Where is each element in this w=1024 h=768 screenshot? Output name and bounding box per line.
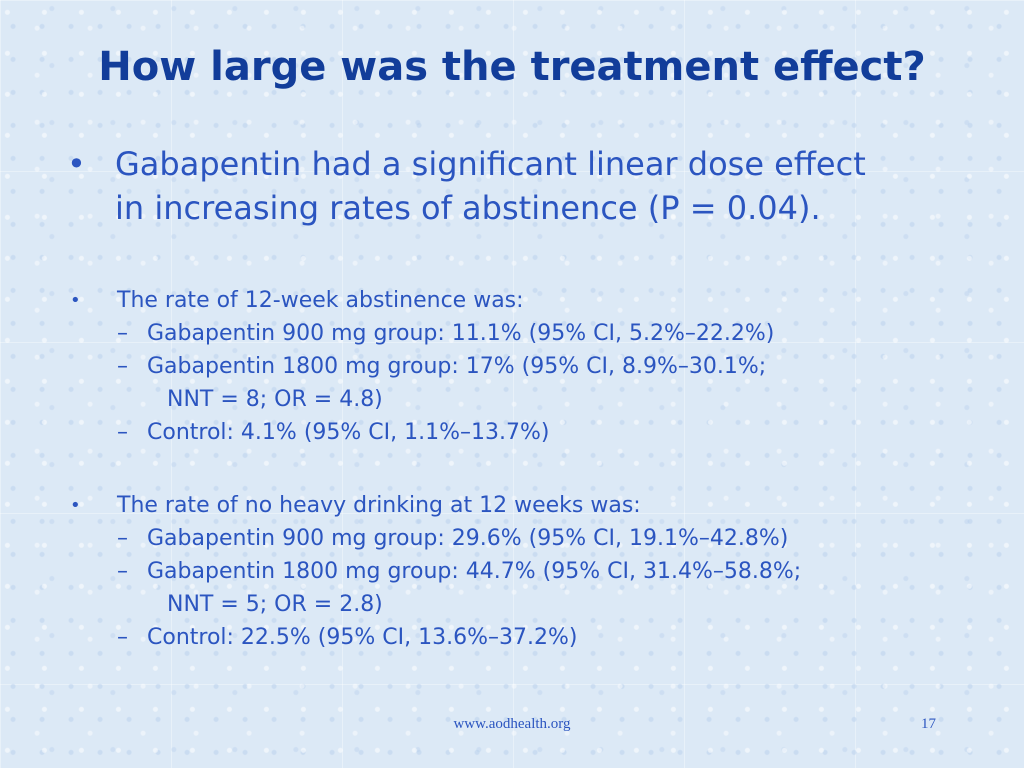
dash-icon: –	[117, 321, 128, 346]
dash-icon: –	[117, 559, 128, 584]
list-item: – Control: 22.5% (95% CI, 13.6%–37.2%)	[117, 621, 947, 654]
abstinence-item-1800mg-continued: NNT = 8; OR = 4.8)	[167, 387, 383, 412]
no-heavy-item-control: Control: 22.5% (95% CI, 13.6%–37.2%)	[147, 625, 578, 650]
list-item: – Gabapentin 900 mg group: 11.1% (95% CI,…	[117, 317, 947, 350]
main-bullet-line-1: Gabapentin had a significant linear dose…	[115, 145, 866, 183]
list-item: – Gabapentin 1800 mg group: 17% (95% CI, …	[117, 350, 947, 383]
abstinence-item-900mg: Gabapentin 900 mg group: 11.1% (95% CI, …	[147, 321, 775, 346]
footer-url: www.aodhealth.org	[453, 716, 571, 732]
list-item: – Gabapentin 900 mg group: 29.6% (95% CI,…	[117, 522, 947, 555]
no-heavy-item-1800mg: Gabapentin 1800 mg group: 44.7% (95% CI,…	[147, 559, 802, 584]
slide-title: How large was the treatment effect?	[98, 44, 926, 90]
bullet-icon: •	[70, 290, 81, 311]
abstinence-item-control: Control: 4.1% (95% CI, 1.1%–13.7%)	[147, 420, 550, 445]
dash-icon: –	[117, 420, 128, 445]
main-bullet-line-2: in increasing rates of abstinence (P = 0…	[115, 189, 821, 227]
no-heavy-drinking-heading: The rate of no heavy drinking at 12 week…	[117, 493, 641, 518]
no-heavy-item-1800mg-continued: NNT = 5; OR = 2.8)	[167, 592, 383, 617]
abstinence-section: • The rate of 12-week abstinence was: – G…	[70, 284, 947, 449]
list-item: – Gabapentin 1800 mg group: 44.7% (95% CI…	[117, 555, 947, 588]
dash-icon: –	[117, 625, 128, 650]
abstinence-heading: The rate of 12-week abstinence was:	[117, 288, 524, 313]
abstinence-item-1800mg: Gabapentin 1800 mg group: 17% (95% CI, 8…	[147, 354, 767, 379]
no-heavy-item-900mg: Gabapentin 900 mg group: 29.6% (95% CI, …	[147, 526, 789, 551]
dash-icon: –	[117, 354, 128, 379]
page-number: 17	[921, 716, 936, 732]
bullet-icon: •	[67, 145, 86, 183]
list-item: – Control: 4.1% (95% CI, 1.1%–13.7%)	[117, 416, 947, 449]
dash-icon: –	[117, 526, 128, 551]
bullet-icon: •	[70, 495, 81, 516]
main-bullet: • Gabapentin had a significant linear do…	[67, 142, 945, 230]
no-heavy-drinking-section: • The rate of no heavy drinking at 12 we…	[70, 489, 947, 654]
